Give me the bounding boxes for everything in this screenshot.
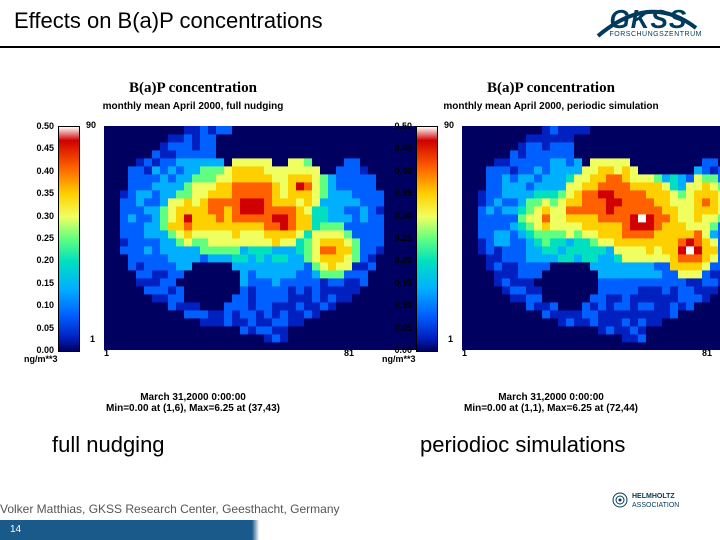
page-number: 14 <box>10 524 21 535</box>
colorbar-label: 0.45 <box>394 143 412 153</box>
ylab-bot-right: 1 <box>448 334 453 344</box>
colorbar-label: 0.30 <box>36 211 54 221</box>
panel-left-foot2: Min=0.00 at (1,6), Max=6.25 at (37,43) <box>24 403 362 414</box>
title-rule <box>0 46 720 48</box>
ylab-top-right: 90 <box>444 120 454 130</box>
ylab-bot-left: 1 <box>90 334 95 344</box>
colorbar-label: 0.05 <box>394 323 412 333</box>
colorbar-unit-right: ng/m**3 <box>382 354 416 364</box>
caption-right: periodioc simulations <box>420 432 625 458</box>
caption-left: full nudging <box>52 432 165 458</box>
colorbar-label: 0.35 <box>36 188 54 198</box>
panel-left-maparea: ng/m**3 0.50 0.45 0.40 0.35 0.30 0.25 0.20 0.15… <box>24 120 362 390</box>
helmholtz-icon: HELMHOLTZ ASSOCIATION <box>610 488 700 512</box>
panel-left-subtitle: monthly mean April 2000, full nudging <box>24 101 362 112</box>
colorbar-gradient-left <box>58 126 80 352</box>
mapwrap-right: 90 1 1 81 <box>444 120 720 366</box>
footer-logo-top: HELMHOLTZ <box>632 493 675 500</box>
colorbar-label: 0.20 <box>36 255 54 265</box>
colorbar-label: 0.00 <box>36 345 54 355</box>
colorbar-label: 0.40 <box>36 166 54 176</box>
colorbar-label: 0.50 <box>36 121 54 131</box>
panel-right: B(a)P concentration monthly mean April 2… <box>382 80 720 414</box>
slide-title: Effects on B(a)P concentrations <box>14 8 323 34</box>
slide: Effects on B(a)P concentrations GKSS FOR… <box>0 0 720 540</box>
colorbar-gradient-right <box>416 126 438 352</box>
colorbar-label: 0.10 <box>394 300 412 310</box>
colorbar-label: 0.40 <box>394 166 412 176</box>
colorbar-label: 0.10 <box>36 300 54 310</box>
panel-right-maparea: ng/m**3 0.50 0.45 0.40 0.35 0.30 0.25 0.20 0.15… <box>382 120 720 390</box>
colorbar-label: 0.45 <box>36 143 54 153</box>
footer-logo-bottom: ASSOCIATION <box>632 502 679 509</box>
map-left <box>104 126 424 350</box>
panel-right-title: B(a)P concentration <box>382 80 720 97</box>
colorbar-label: 0.35 <box>394 188 412 198</box>
colorbar-label: 0.25 <box>394 233 412 243</box>
panel-right-subtitle: monthly mean April 2000, periodic simula… <box>382 101 720 112</box>
colorbar-label: 0.50 <box>394 121 412 131</box>
colorbar-label: 0.15 <box>394 278 412 288</box>
ylab-top-left: 90 <box>86 120 96 130</box>
panel-left-title: B(a)P concentration <box>24 80 362 97</box>
panel-right-foot2: Min=0.00 at (1,1), Max=6.25 at (72,44) <box>382 403 720 414</box>
colorbar-unit-left: ng/m**3 <box>24 354 58 364</box>
colorbar-label: 0.05 <box>36 323 54 333</box>
footer-logo: HELMHOLTZ ASSOCIATION <box>610 488 700 514</box>
colorbar-label: 0.30 <box>394 211 412 221</box>
map-right <box>462 126 720 350</box>
panel-left-foot1: March 31,2000 0:00:00 <box>24 392 362 403</box>
bottom-bar: 14 <box>0 520 720 540</box>
logo: GKSS FORSCHUNGSZENTRUM <box>610 4 703 38</box>
logo-sub: FORSCHUNGSZENTRUM <box>610 31 703 38</box>
colorbar-label: 0.00 <box>394 345 412 355</box>
panel-right-foot1: March 31,2000 0:00:00 <box>382 392 720 403</box>
colorbar-label: 0.20 <box>394 255 412 265</box>
colorbar-label: 0.15 <box>36 278 54 288</box>
footer-text: Volker Matthias, GKSS Research Center, G… <box>0 502 340 516</box>
colorbar-right: ng/m**3 0.500.450.400.350.300.250.200.15… <box>382 126 440 366</box>
colorbar-left: ng/m**3 0.500.450.400.350.300.250.200.15… <box>24 126 82 366</box>
mapwrap-left: 90 1 1 81 <box>86 120 362 366</box>
colorbar-label: 0.25 <box>36 233 54 243</box>
panel-left: B(a)P concentration monthly mean April 2… <box>24 80 362 414</box>
